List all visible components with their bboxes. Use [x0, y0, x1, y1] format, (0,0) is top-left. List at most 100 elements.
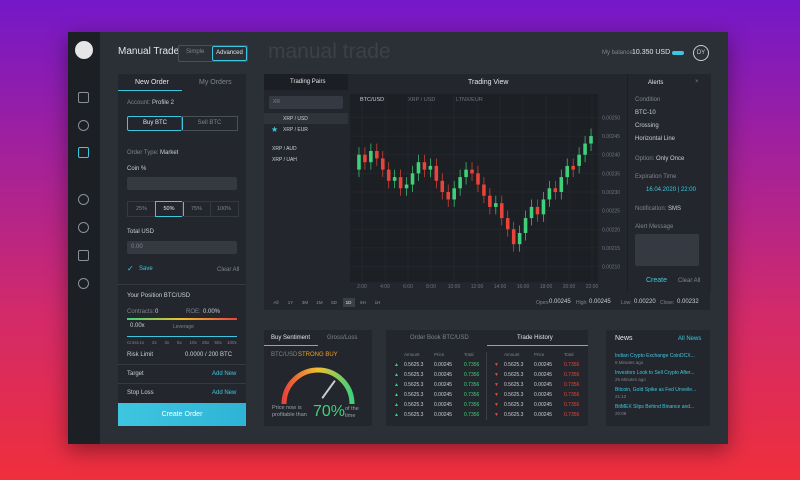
toggle-option[interactable]: Simple	[186, 49, 205, 55]
create-order-button[interactable]: Create Order	[118, 403, 246, 426]
x-tick-label: 12:00	[471, 284, 484, 290]
cell: 0.7356	[564, 392, 580, 398]
percent-button[interactable]: 25%	[127, 201, 156, 217]
cell: 0.00245	[434, 362, 453, 368]
message-input[interactable]	[635, 234, 699, 266]
tab[interactable]: Buy Sentiment	[271, 335, 311, 341]
pair-item[interactable]: XRP / UAH	[272, 157, 297, 163]
option-select[interactable]: Only Once	[656, 156, 685, 162]
arrow-icon: ▲	[394, 362, 399, 368]
chart-tab[interactable]: LTNX/EUR	[456, 97, 483, 103]
cell: 0.5625.3	[404, 412, 424, 418]
nav-icon[interactable]	[78, 147, 89, 158]
news-headline[interactable]: Indian Crypto Exchange CoinDCX...	[615, 353, 695, 359]
toggle-option[interactable]: Advanced	[212, 46, 247, 61]
alert-create[interactable]: Create	[646, 277, 668, 284]
candle-body	[476, 173, 480, 185]
candle-body	[375, 151, 379, 159]
x-tick-label: 8:00	[426, 284, 436, 290]
save-button[interactable]: Save	[139, 266, 153, 272]
stop-add[interactable]: Add New	[212, 390, 237, 396]
timeframe[interactable]: 3M	[301, 300, 309, 305]
column-header: Price	[434, 352, 445, 357]
candle-body	[505, 218, 510, 230]
cell: 0.5625.3	[504, 402, 524, 408]
line-select[interactable]: Horizontal Line	[635, 136, 676, 142]
timeframe[interactable]: 5D	[331, 300, 337, 305]
timeframe[interactable]: 1D	[342, 298, 355, 307]
timeframe[interactable]: 1H	[374, 300, 381, 305]
coin-input[interactable]	[127, 177, 237, 190]
news-headline[interactable]: Investors Look to Sell Crypto After...	[615, 370, 695, 376]
candle-body	[398, 177, 403, 189]
nav-icon[interactable]	[78, 222, 89, 233]
arrow-icon: ▲	[394, 402, 399, 408]
candle-body	[380, 158, 385, 170]
tab[interactable]: My Orders	[199, 79, 232, 86]
account-select[interactable]: Profile 2	[152, 100, 175, 106]
tab[interactable]: Trade History	[517, 335, 553, 341]
buy-button[interactable]: Buy BTC	[127, 116, 183, 131]
candle-body	[416, 162, 421, 174]
notification-select[interactable]: SMS	[668, 206, 682, 212]
cell: 0.5625.3	[504, 412, 524, 418]
tab[interactable]: New Order	[135, 79, 169, 86]
percent-button[interactable]: 100%	[209, 201, 239, 217]
pair-search[interactable]: XR	[269, 96, 343, 109]
cell: 0.00245	[434, 412, 453, 418]
timeframe[interactable]: All	[273, 300, 279, 305]
chart-tab[interactable]: XRP / USD	[408, 97, 436, 103]
target-add[interactable]: Add New	[212, 371, 237, 377]
stat-label: Low:	[621, 300, 632, 306]
news-headline[interactable]: BitMEX Slips Behind Binance and...	[615, 404, 695, 410]
order-type-select[interactable]: Market	[160, 150, 179, 156]
condition-select[interactable]: BTC-10	[635, 110, 656, 116]
pair-item[interactable]: XRP / USD	[283, 116, 308, 122]
percent-button[interactable]: 75%	[182, 201, 211, 217]
sentiment-pair: BTC/USD	[271, 352, 298, 358]
total-input[interactable]: 0.00	[127, 241, 237, 254]
timeframe[interactable]: 1M	[316, 300, 323, 305]
nav-icon[interactable]	[78, 120, 89, 131]
pair-item[interactable]: XRP / EUR	[283, 127, 308, 133]
sell-button[interactable]: Sell BTC	[181, 116, 238, 131]
gauge-needle	[321, 380, 336, 399]
arrow-icon: ▼	[494, 362, 499, 368]
nav-icon[interactable]	[78, 250, 89, 261]
leverage-slider[interactable]	[127, 336, 237, 337]
x-tick-label: 18:00	[540, 284, 553, 290]
news-title: News	[615, 335, 633, 342]
clear-button[interactable]: Clear All	[217, 267, 240, 273]
timeframe[interactable]: 6H	[360, 300, 366, 305]
arrow-icon: ▼	[494, 392, 499, 398]
nav-icon[interactable]	[78, 92, 89, 103]
percent-button[interactable]: 50%	[154, 201, 184, 217]
y-tick-label: 0.00220	[602, 227, 620, 233]
x-tick-label: 4:00	[380, 284, 390, 290]
pair-item[interactable]: XRP / AUD	[272, 146, 297, 152]
nav-icon[interactable]	[78, 194, 89, 205]
candle-body	[452, 188, 456, 200]
timeframe[interactable]: 1Y	[287, 300, 294, 305]
sidebar	[68, 32, 100, 444]
avatar[interactable]: DY	[693, 45, 709, 61]
chart-tab[interactable]: BTC/USD	[360, 97, 385, 103]
total-label: Total USD	[127, 229, 155, 235]
expiration-value[interactable]: 16.04.2020 | 22:00	[646, 187, 696, 193]
cell: 0.5625.3	[504, 372, 524, 378]
sentiment-status: STRONG BUY	[298, 352, 338, 358]
cell: 0.00245	[534, 362, 553, 368]
news-headline[interactable]: Bitcoin, Gold Spike as Fed Unveile...	[615, 387, 697, 393]
close-icon[interactable]: ×	[695, 79, 699, 85]
crossing-select[interactable]: Crossing	[635, 123, 659, 129]
gauge	[281, 367, 355, 405]
mode-toggle	[178, 45, 248, 62]
nav-icon[interactable]	[78, 278, 89, 289]
divider	[118, 284, 246, 285]
tab[interactable]: Order Book BTC/USD	[410, 335, 469, 341]
alert-clear[interactable]: Clear All	[678, 278, 701, 284]
arrow-icon: ▲	[394, 412, 399, 418]
balance: 10.350 USD	[632, 49, 671, 56]
tab[interactable]: Gross/Loss	[327, 335, 358, 341]
all-news[interactable]: All News	[678, 336, 702, 342]
